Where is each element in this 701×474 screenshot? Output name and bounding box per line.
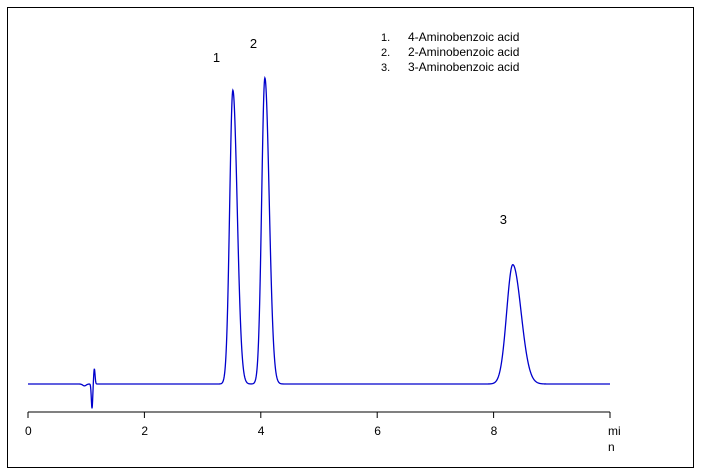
x-unit-label-line1: mi	[608, 424, 621, 438]
x-axis: 0 2 4 6 8	[25, 411, 611, 438]
peak-labels: 1 2 3	[213, 36, 507, 227]
legend: 1. 4-Aminobenzoic acid 2. 2-Aminobenzoic ac…	[381, 30, 519, 74]
peak-label: 3	[500, 212, 507, 227]
x-unit-label-line2: n	[608, 440, 615, 454]
x-tick-label: 6	[374, 424, 381, 438]
chromatogram-trace	[28, 75, 610, 409]
x-tick-label: 0	[25, 424, 32, 438]
legend-number: 2.	[381, 47, 390, 59]
legend-number: 3.	[381, 62, 390, 74]
x-tick-label: 8	[491, 424, 498, 438]
x-tick-label: 2	[141, 424, 148, 438]
chart-border	[7, 7, 694, 468]
legend-entry: 3-Aminobenzoic acid	[408, 60, 519, 74]
legend-entry: 2-Aminobenzoic acid	[408, 45, 519, 59]
legend-entry: 4-Aminobenzoic acid	[408, 30, 519, 44]
peak-label: 1	[213, 50, 220, 65]
legend-number: 1.	[381, 32, 390, 44]
x-tick-label: 4	[258, 424, 265, 438]
peak-label: 2	[250, 36, 257, 51]
